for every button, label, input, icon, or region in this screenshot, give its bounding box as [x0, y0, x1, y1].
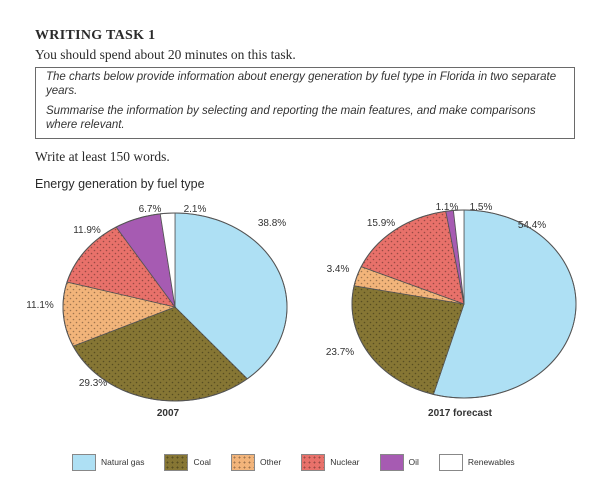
- legend-swatch-other: [230, 453, 255, 471]
- data-label-coal-2017-forecast: 23.7%: [326, 347, 354, 358]
- pie-2007: 38.8% 29.3% 11.1% 11.9% 6.7% 2.1% 2007: [26, 204, 288, 419]
- data-label-other-2017-forecast: 3.4%: [327, 264, 350, 275]
- legend-label-nuclear: Nuclear: [330, 457, 360, 467]
- legend-item-coal: Coal: [164, 453, 211, 471]
- legend-swatch-oil: [379, 453, 404, 471]
- legend-label-oil: Oil: [408, 457, 419, 467]
- slice-texture-other-2017-forecast: [354, 266, 464, 304]
- data-label-coal-2007: 29.3%: [79, 378, 107, 389]
- legend-swatch-nuclear: [301, 453, 326, 471]
- data-label-natural-gas-2007: 38.8%: [258, 218, 286, 229]
- legend-label-other: Other: [259, 457, 282, 467]
- task-title: WRITING TASK 1: [35, 28, 156, 43]
- data-label-nuclear-2007: 11.9%: [73, 225, 101, 236]
- pie-2017-forecast: 54.4% 23.7% 3.4% 15.9% 1.1% 1.5% 2017 forecast: [326, 202, 577, 419]
- pie-outline-2017-forecast: [351, 209, 577, 399]
- slice-texture-nuclear-2007: [67, 227, 175, 307]
- slice-texture-coal-2017-forecast: [352, 285, 464, 395]
- legend-item-natural-gas: Natural gas: [72, 453, 145, 471]
- legend-item-nuclear: Nuclear: [301, 453, 360, 471]
- pie-title-2017-forecast: 2017 forecast: [428, 408, 493, 419]
- legend-swatch-coal: [164, 453, 189, 471]
- legend-label-coal: Coal: [193, 457, 211, 467]
- data-label-other-2007: 11.1%: [26, 300, 54, 311]
- task-instruction: You should spend about 20 minutes on thi…: [35, 47, 296, 62]
- data-label-oil-2007: 6.7%: [139, 204, 162, 215]
- chart-title: Energy generation by fuel type: [35, 177, 205, 191]
- legend-item-renewables: Renewables: [438, 453, 515, 471]
- pie-title-2007: 2007: [157, 408, 180, 419]
- legend-item-oil: Oil: [379, 453, 419, 471]
- word-count-instruction: Write at least 150 words.: [35, 149, 170, 164]
- slice-texture-nuclear-2017-forecast: [361, 211, 464, 304]
- pie-outline-2007: [62, 212, 288, 402]
- legend-item-other: Other: [230, 453, 282, 471]
- legend-swatch-renewables: [438, 453, 463, 471]
- data-label-oil-2017-forecast: 1.1%: [436, 202, 459, 213]
- data-label-nuclear-2017-forecast: 15.9%: [367, 218, 395, 229]
- legend-label-natural-gas: Natural gas: [101, 457, 145, 467]
- legend-swatch-natural-gas: [72, 453, 96, 471]
- data-label-natural-gas-2017-forecast: 54.4%: [518, 220, 546, 231]
- prompt-line-1: The charts below provide information abo…: [46, 71, 557, 97]
- prompt-line-2: Summarise the information by selecting a…: [46, 105, 536, 131]
- chart-legend: Natural gas Coal Other Nuclear Oil Renewables: [72, 452, 535, 472]
- task-prompt-box: The charts below provide information abo…: [35, 67, 575, 139]
- slice-texture-other-2007: [63, 282, 175, 347]
- data-label-renewables-2017-forecast: 1.5%: [470, 202, 493, 213]
- legend-label-renewables: Renewables: [467, 457, 515, 467]
- data-label-renewables-2007: 2.1%: [184, 204, 207, 215]
- slice-texture-coal-2007: [73, 307, 248, 401]
